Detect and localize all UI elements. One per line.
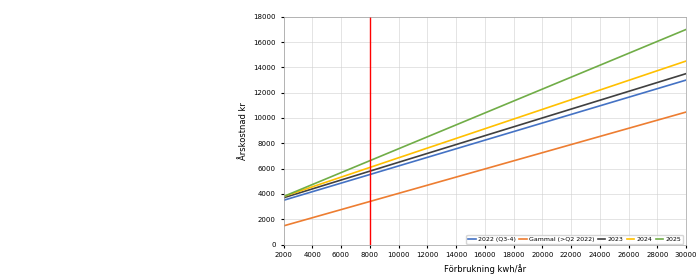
2025 <box>671 32 680 36</box>
2024 <box>508 118 516 121</box>
2022 (Q3-4) <box>604 102 612 105</box>
2023 <box>604 96 612 99</box>
2022 (Q3-4) <box>251 207 259 210</box>
Line: 2022 (Q3-4): 2022 (Q3-4) <box>255 80 686 209</box>
Gammal (>Q2 2022) <box>671 113 680 117</box>
2025 <box>251 207 259 210</box>
X-axis label: Förbrukning kwh/år: Förbrukning kwh/år <box>444 264 526 274</box>
Line: 2023: 2023 <box>255 74 686 207</box>
2022 (Q3-4) <box>671 81 680 85</box>
Gammal (>Q2 2022) <box>251 232 259 236</box>
2022 (Q3-4) <box>484 138 492 141</box>
Line: Gammal (>Q2 2022): Gammal (>Q2 2022) <box>255 112 686 234</box>
2023 <box>458 141 466 144</box>
2024 <box>458 135 466 138</box>
2022 (Q3-4) <box>682 78 690 82</box>
2022 (Q3-4) <box>456 146 464 149</box>
Gammal (>Q2 2022) <box>682 110 690 114</box>
2025 <box>456 122 464 125</box>
2025 <box>484 110 492 113</box>
Gammal (>Q2 2022) <box>484 166 492 170</box>
2022 (Q3-4) <box>458 145 466 149</box>
2024 <box>671 63 680 66</box>
2024 <box>682 59 690 63</box>
Y-axis label: Årskostnad kr: Årskostnad kr <box>239 102 248 160</box>
Line: 2024: 2024 <box>255 61 686 206</box>
Legend: 2022 (Q3-4), Gammal (>Q2 2022), 2023, 2024, 2025: 2022 (Q3-4), Gammal (>Q2 2022), 2023, 20… <box>466 235 683 244</box>
Gammal (>Q2 2022) <box>508 160 516 163</box>
Gammal (>Q2 2022) <box>604 132 612 136</box>
2024 <box>484 126 492 129</box>
Line: 2025: 2025 <box>255 29 686 208</box>
2023 <box>682 72 690 75</box>
2023 <box>508 126 516 129</box>
Gammal (>Q2 2022) <box>456 174 464 178</box>
2022 (Q3-4) <box>508 131 516 134</box>
2025 <box>604 60 612 63</box>
2023 <box>484 133 492 136</box>
2025 <box>458 121 466 124</box>
Gammal (>Q2 2022) <box>458 174 466 177</box>
2023 <box>251 205 259 208</box>
2024 <box>604 86 612 89</box>
2023 <box>456 142 464 145</box>
2023 <box>671 75 680 79</box>
2024 <box>251 205 259 208</box>
2024 <box>456 136 464 139</box>
2025 <box>508 100 516 104</box>
2025 <box>682 28 690 31</box>
